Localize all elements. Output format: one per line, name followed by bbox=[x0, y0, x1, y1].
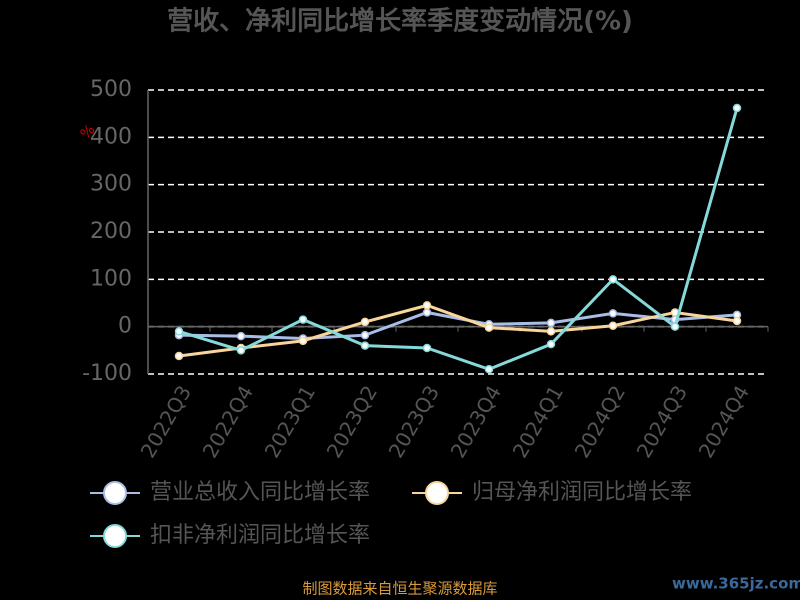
data-point bbox=[236, 346, 246, 355]
legend-label: 扣非净利润同比增长率 bbox=[150, 523, 370, 548]
source-note: 制图数据来自恒生聚源数据库 bbox=[302, 580, 497, 598]
legend-marker bbox=[425, 481, 449, 505]
data-point bbox=[732, 316, 742, 326]
data-point bbox=[360, 330, 370, 340]
x-tick-label: 2024Q2 bbox=[570, 381, 630, 462]
data-point bbox=[360, 317, 370, 327]
legend-marker bbox=[103, 524, 127, 548]
data-point bbox=[174, 327, 184, 336]
data-point bbox=[422, 301, 432, 310]
series-line bbox=[178, 310, 738, 341]
data-point bbox=[422, 343, 432, 353]
x-tick-label: 2023Q4 bbox=[446, 381, 506, 462]
x-tick-label: 2022Q3 bbox=[136, 381, 196, 462]
data-point bbox=[298, 315, 308, 324]
data-point bbox=[546, 339, 556, 349]
data-point bbox=[174, 351, 184, 361]
legend-label: 归母净利润同比增长率 bbox=[472, 480, 692, 505]
data-point bbox=[298, 336, 308, 346]
legend-marker bbox=[103, 481, 127, 505]
data-point bbox=[236, 331, 246, 341]
data-point bbox=[546, 327, 556, 336]
x-tick-label: 2023Q3 bbox=[384, 381, 444, 462]
y-tick-label: 0 bbox=[118, 314, 132, 339]
watermark: www.365jz.com bbox=[672, 575, 800, 593]
x-tick-label: 2023Q2 bbox=[322, 381, 382, 462]
x-tick-label: 2024Q4 bbox=[694, 381, 754, 462]
data-point bbox=[546, 318, 556, 328]
data-point bbox=[484, 323, 494, 332]
y-tick-label: 400 bbox=[90, 124, 132, 149]
data-point bbox=[608, 321, 618, 330]
y-tick-label: 200 bbox=[90, 219, 132, 244]
data-point bbox=[670, 322, 680, 331]
x-tick-label: 2024Q1 bbox=[508, 381, 568, 462]
data-point bbox=[732, 103, 742, 113]
y-tick-label: 500 bbox=[90, 77, 132, 102]
x-tick-label: 2024Q3 bbox=[632, 381, 692, 462]
series-line bbox=[178, 303, 738, 358]
y-tick-label: -100 bbox=[82, 361, 132, 386]
data-point bbox=[608, 275, 618, 284]
y-tick-label: 100 bbox=[90, 266, 132, 291]
y-tick-label: 300 bbox=[90, 172, 132, 197]
data-point bbox=[608, 309, 618, 318]
x-tick-label: 2023Q1 bbox=[260, 381, 320, 462]
chart-title: 营收、净利同比增长率季度变动情况(%) bbox=[167, 6, 633, 37]
data-point bbox=[484, 365, 494, 374]
data-point bbox=[360, 341, 370, 350]
x-tick-label: 2022Q4 bbox=[198, 381, 258, 462]
data-point bbox=[422, 308, 432, 317]
series-line bbox=[178, 107, 739, 371]
legend-label: 营业总收入同比增长率 bbox=[150, 480, 370, 505]
